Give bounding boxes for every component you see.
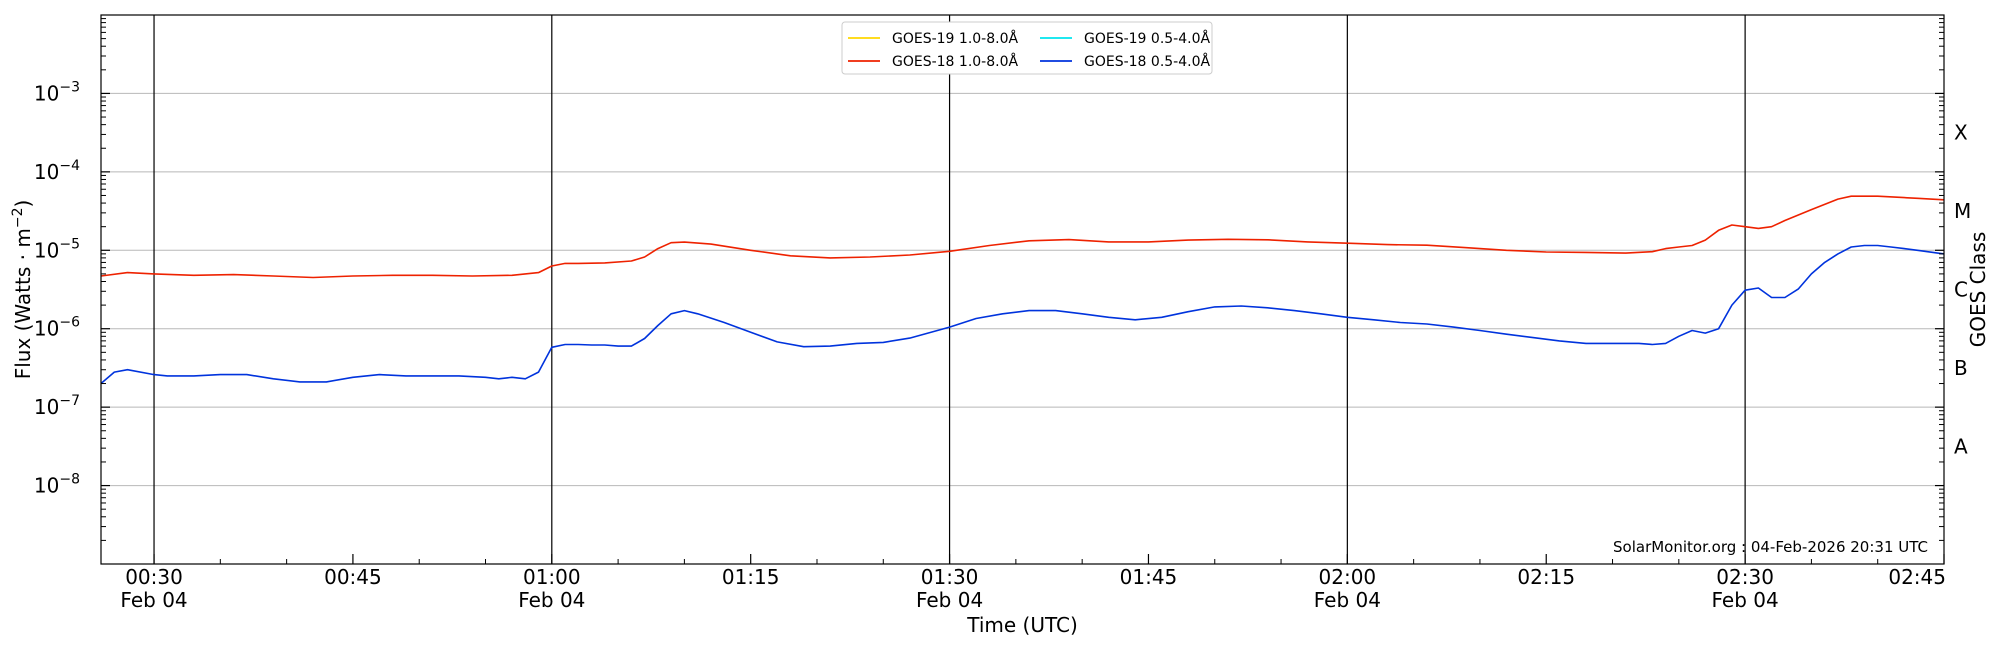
x-tick-date-label: Feb 04 xyxy=(1314,588,1381,612)
x-tick-label: 01:30 xyxy=(921,565,979,589)
y-tick-label: 10−7 xyxy=(34,393,80,419)
flux-series xyxy=(100,195,1945,385)
goes-class-label: A xyxy=(1954,434,1968,458)
grid-lines xyxy=(101,92,1944,487)
x-tick-label: 02:15 xyxy=(1517,565,1575,589)
plot-frame xyxy=(100,14,1945,565)
series-line xyxy=(100,244,1945,385)
y-tick-label: 10−6 xyxy=(34,315,80,341)
y-tick-label-exp: −5 xyxy=(59,236,80,252)
y-axis-label-close: ) xyxy=(11,200,35,208)
day-marker-lines xyxy=(153,15,1746,564)
legend-label: GOES-19 1.0-8.0Å xyxy=(892,30,1018,47)
goes-class-label: M xyxy=(1954,199,1971,223)
y-tick-label: 10−8 xyxy=(34,472,80,498)
goes-class-label: X xyxy=(1954,121,1968,145)
y-tick-label-base: 10 xyxy=(34,81,59,105)
y-tick-label: 10−4 xyxy=(34,158,80,184)
y-tick-label-exp: −3 xyxy=(59,79,80,95)
goes-class-label: B xyxy=(1954,356,1968,380)
y-tick-label: 10−5 xyxy=(34,236,80,262)
legend-label: GOES-18 1.0-8.0Å xyxy=(892,53,1018,70)
goes-class-axis-label: GOES Class xyxy=(1966,232,1990,348)
x-tick-label: 00:30 xyxy=(125,565,183,589)
y-tick-label-exp: −6 xyxy=(59,315,80,331)
series-line xyxy=(100,195,1945,279)
y-tick-label-exp: −4 xyxy=(59,158,80,174)
y-axis-label: Flux (Watts · m−2) xyxy=(10,200,35,380)
x-tick-label: 01:45 xyxy=(1120,565,1178,589)
y-tick-label-base: 10 xyxy=(34,395,59,419)
x-tick-label: 02:00 xyxy=(1319,565,1377,589)
y-tick-label: 10−3 xyxy=(34,79,80,105)
y-tick-label-base: 10 xyxy=(34,317,59,341)
goes-class-label: C xyxy=(1954,278,1968,302)
x-tick-date-label: Feb 04 xyxy=(1712,588,1779,612)
x-tick-label: 01:15 xyxy=(722,565,780,589)
x-axis-label: Time (UTC) xyxy=(966,613,1078,637)
y-tick-label-exp: −7 xyxy=(59,393,80,409)
legend-label: GOES-19 0.5-4.0Å xyxy=(1084,30,1210,47)
x-tick-label: 02:30 xyxy=(1716,565,1774,589)
x-tick-date-label: Feb 04 xyxy=(518,588,585,612)
legend: GOES-19 1.0-8.0Å GOES-19 0.5-4.0Å GOES-18 … xyxy=(841,21,1213,75)
x-tick-label: 02:45 xyxy=(1888,565,1946,589)
y-tick-label-base: 10 xyxy=(34,160,59,184)
x-tick-label: 01:00 xyxy=(523,565,581,589)
legend-label: GOES-18 0.5-4.0Å xyxy=(1084,53,1210,70)
y-axis-ticks: 10−310−410−510−610−710−8 xyxy=(34,18,1944,541)
x-tick-date-label: Feb 04 xyxy=(916,588,983,612)
y-axis-label-sup: −2 xyxy=(10,208,26,229)
x-tick-date-label: Feb 04 xyxy=(120,588,187,612)
x-tick-label: 00:45 xyxy=(324,565,382,589)
y-tick-label-base: 10 xyxy=(34,474,59,498)
y-tick-label-exp: −8 xyxy=(59,472,80,488)
y-axis-label-text: Flux (Watts · m xyxy=(11,228,35,379)
y-tick-label-base: 10 xyxy=(34,238,59,262)
credit-text: SolarMonitor.org : 04-Feb-2026 20:31 UTC xyxy=(1613,538,1928,556)
legend-box xyxy=(841,21,1213,75)
goes-class-labels: X M C B A xyxy=(1954,121,1971,459)
